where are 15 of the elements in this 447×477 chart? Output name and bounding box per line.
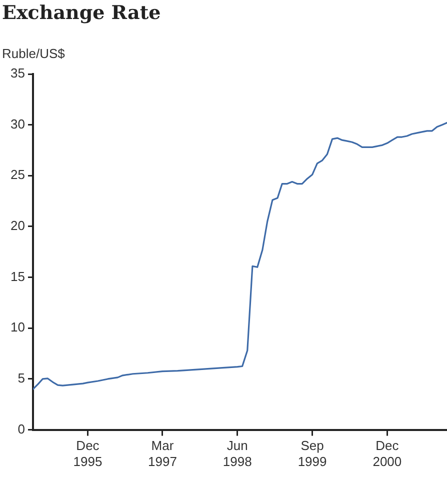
y-tick-label: 35 [10,66,25,81]
y-axis-title: Ruble/US$ [2,46,65,61]
x-tick-label: Jun 1998 [222,438,252,469]
x-tick-label: Sep 1999 [298,438,327,469]
y-tick-label: 25 [10,167,25,182]
y-tick-label: 10 [10,320,25,335]
x-tick-label: Dec 2000 [372,438,402,469]
chart-title: Exchange Rate [2,2,161,24]
y-tick-label: 5 [18,370,25,386]
x-tick-label: Dec 1995 [73,438,102,469]
x-tick-label: Mar 1997 [148,438,177,469]
y-tick-label: 20 [10,218,25,234]
y-tick-label: 0 [18,421,25,436]
y-tick-label: 30 [10,116,25,132]
y-tick-label: 15 [10,268,25,284]
